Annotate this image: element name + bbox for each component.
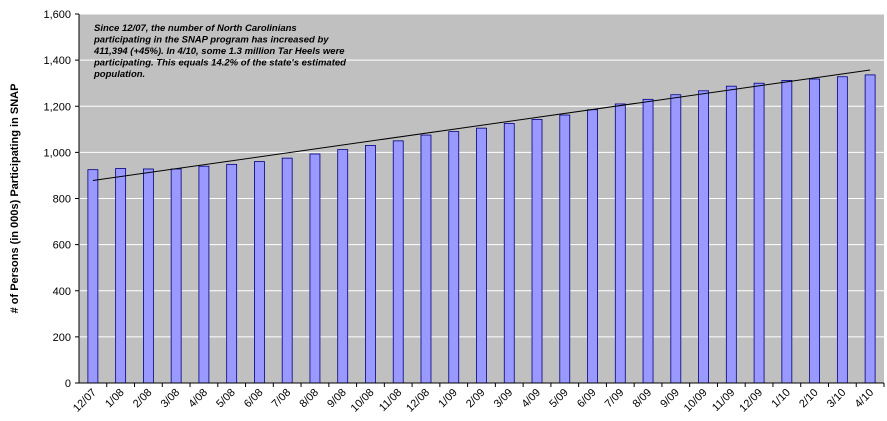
x-tick-label: 4/08 xyxy=(186,387,210,411)
y-tick-label: 200 xyxy=(53,332,71,344)
annotation-line: participating in the SNAP program has in… xyxy=(93,35,329,46)
bar xyxy=(809,78,821,384)
y-tick-label: 800 xyxy=(53,194,71,206)
x-tick-label: 2/10 xyxy=(797,387,821,411)
x-tick-label: 5/08 xyxy=(214,387,238,411)
bar xyxy=(503,123,515,384)
y-axis-label: # of Persons (in 000s) Participating in … xyxy=(9,84,21,314)
bar xyxy=(420,134,432,384)
bar xyxy=(642,98,654,384)
bar xyxy=(698,90,709,384)
x-tick-label: 10/09 xyxy=(682,387,710,415)
annotation-line: participating. This equals 14.2% of the … xyxy=(93,58,346,69)
x-tick-label: 5/09 xyxy=(547,387,571,411)
bar xyxy=(670,94,682,384)
bar xyxy=(559,114,571,384)
bar xyxy=(448,131,460,384)
bar xyxy=(531,118,543,384)
x-tick-label: 11/09 xyxy=(710,387,737,414)
bar xyxy=(392,140,404,384)
y-tick-label: 1,000 xyxy=(43,147,71,159)
x-tick-label: 9/08 xyxy=(325,387,349,411)
bar xyxy=(614,103,626,384)
x-tick-label: 8/08 xyxy=(297,387,321,411)
bar xyxy=(587,109,598,384)
x-tick-label: 7/08 xyxy=(270,387,294,411)
x-tick-label: 4/09 xyxy=(520,387,544,411)
bar xyxy=(87,169,99,384)
bar xyxy=(753,82,765,384)
x-tick-label: 9/09 xyxy=(658,387,682,411)
bar xyxy=(309,153,321,384)
bar xyxy=(254,161,265,384)
bar xyxy=(836,76,848,384)
x-tick-label: 3/10 xyxy=(825,387,849,411)
trendline xyxy=(92,69,871,182)
bar xyxy=(365,145,376,384)
x-tick-label: 12/09 xyxy=(737,387,765,415)
x-tick-label: 12/08 xyxy=(404,387,432,415)
x-tick-label: 1/10 xyxy=(769,387,793,411)
bar xyxy=(725,85,737,384)
x-tick-label: 6/08 xyxy=(242,387,266,411)
bar-series xyxy=(87,74,876,384)
bar xyxy=(781,80,793,384)
annotation-line: Since 12/07, the number of North Carolin… xyxy=(94,23,297,34)
x-tick-label: 11/08 xyxy=(377,387,404,414)
x-tick-label: 7/09 xyxy=(603,387,627,411)
y-tick-label: 400 xyxy=(53,286,71,298)
x-tick-label: 10/08 xyxy=(349,387,377,415)
x-tick-label: 3/09 xyxy=(492,387,516,411)
y-tick-label: 0 xyxy=(65,378,71,390)
x-tick-label: 8/09 xyxy=(631,387,655,411)
bar xyxy=(226,163,238,384)
x-tick-label: 2/09 xyxy=(464,387,488,411)
bar xyxy=(337,149,349,384)
y-tick-label: 1,600 xyxy=(43,9,71,21)
x-tick-label: 1/08 xyxy=(103,387,127,411)
annotation-line: population. xyxy=(93,69,145,80)
bar xyxy=(864,74,876,384)
x-tick-label: 12/07 xyxy=(71,387,99,415)
x-tick-label: 3/08 xyxy=(159,387,183,411)
y-tick-label: 600 xyxy=(53,240,71,252)
bar xyxy=(281,157,293,384)
bar xyxy=(198,165,210,384)
bar xyxy=(476,127,487,384)
x-tick-label: 1/09 xyxy=(436,387,460,411)
annotation-line: 411,394 (+45%). In 4/10, some 1.3 millio… xyxy=(93,46,345,57)
y-axis-ticks: 0 200 400 600 800 1,000 1,200 1,400 1,600 xyxy=(43,9,79,390)
y-tick-label: 1,400 xyxy=(43,55,71,67)
annotation-text: Since 12/07, the number of North Carolin… xyxy=(93,23,346,80)
bar xyxy=(142,168,154,384)
x-tick-label: 6/09 xyxy=(575,387,599,411)
y-tick-label: 1,200 xyxy=(43,101,71,113)
bar xyxy=(170,168,182,384)
x-tick-label: 4/10 xyxy=(853,387,877,411)
x-tick-label: 2/08 xyxy=(131,387,155,411)
bar xyxy=(115,168,127,384)
x-axis-ticks: 12/07 1/08 2/08 3/08 4/08 5/08 6/08 7/08 8/08 9/0… xyxy=(71,383,885,415)
